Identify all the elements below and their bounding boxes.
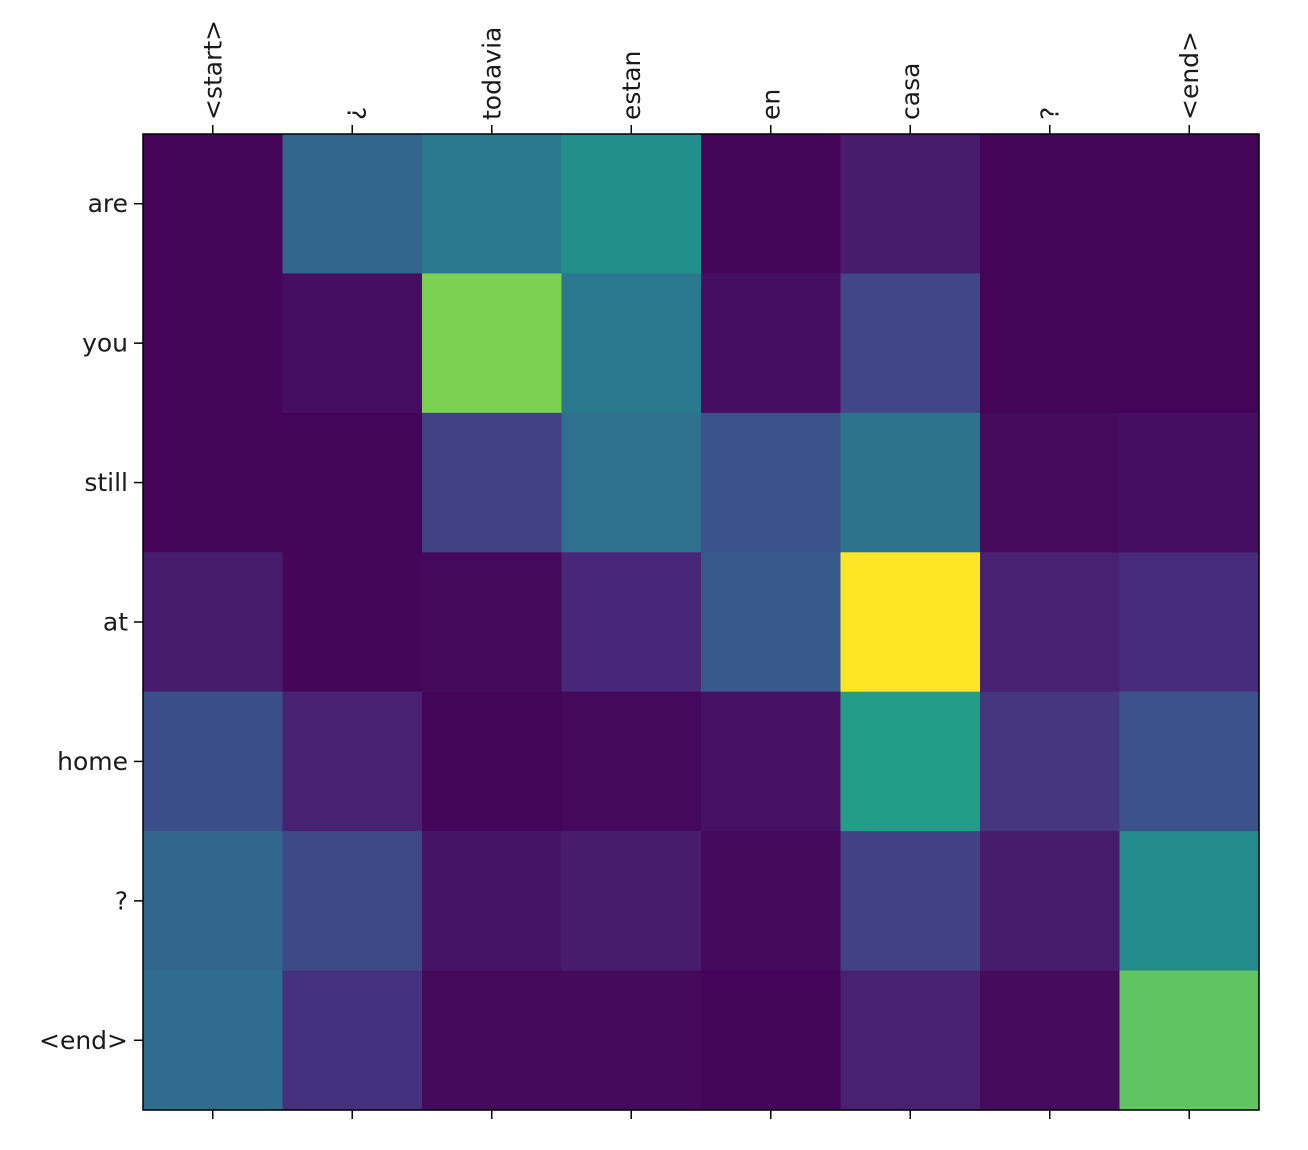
heatmap-cell [840,412,981,553]
x-tick-label: <start> [198,20,227,120]
x-tick-label: ¿ [338,107,367,120]
heatmap-cell [422,412,563,553]
heatmap-cell [1119,412,1260,553]
heatmap-cell [143,831,284,972]
heatmap-cell [422,691,563,832]
heatmap-cell [980,831,1121,972]
heatmap-cell [840,273,981,414]
x-tick-label: estan [617,51,646,120]
heatmap-cell [143,273,284,414]
heatmap-cell [1119,552,1260,693]
y-tick-label: still [84,468,128,497]
heatmap-cell [561,831,702,972]
x-tick-label: <end> [1175,31,1204,120]
heatmap-cell [980,970,1121,1111]
heatmap-cell [840,970,981,1111]
heatmap-cell [143,691,284,832]
heatmap-cell [282,134,423,275]
heatmap-cell [282,691,423,832]
heatmap-cell [282,552,423,693]
heatmap-cell [980,552,1121,693]
heatmap-cell [561,273,702,414]
y-tick-label: you [82,329,128,358]
heatmap-cell [561,552,702,693]
heatmap-cell [1119,134,1260,275]
heatmap-cell [561,134,702,275]
heatmap-cell [422,831,563,972]
heatmap-cell [980,134,1121,275]
heatmap-cell [980,691,1121,832]
heatmap-cells [143,134,1260,1111]
heatmap-cell [282,831,423,972]
heatmap-cell [282,273,423,414]
heatmap-cell [980,412,1121,553]
heatmap-cell [701,691,842,832]
heatmap-cell [840,831,981,972]
heatmap-cell [143,412,284,553]
heatmap-cell [701,970,842,1111]
heatmap-cell [840,691,981,832]
heatmap-cell [282,970,423,1111]
x-tick-label: todavia [477,27,506,120]
x-axis-ticks: <start> ¿ todavia estan en casa? <end> [198,20,1204,1119]
heatmap-cell [143,970,284,1111]
heatmap-cell [701,831,842,972]
heatmap-cell [701,412,842,553]
heatmap-cell [701,134,842,275]
heatmap-cell [1119,970,1260,1111]
heatmap-cell [1119,691,1260,832]
heatmap-cell [143,552,284,693]
heatmap-cell [143,134,284,275]
y-tick-label: home [57,747,128,776]
y-axis-ticks: are you still at home? <end> [39,189,143,1055]
heatmap-cell [1119,831,1260,972]
heatmap-cell [701,273,842,414]
heatmap-cell [840,134,981,275]
heatmap-cell [282,412,423,553]
y-tick-label: are [88,189,128,218]
heatmap-cell [1119,273,1260,414]
heatmap-cell [561,691,702,832]
x-tick-label: ? [1035,107,1064,120]
heatmap-cell [422,970,563,1111]
heatmap-cell [840,552,981,693]
heatmap-cell [422,134,563,275]
heatmap-cell [980,273,1121,414]
y-tick-label: <end> [39,1026,128,1055]
x-tick-label: en [756,89,785,120]
heatmap-cell [422,273,563,414]
y-tick-label: ? [115,886,128,915]
y-tick-label: at [103,608,128,637]
x-tick-label: casa [896,63,925,120]
heatmap-cell [561,412,702,553]
heatmap-cell [701,552,842,693]
heatmap-cell [422,552,563,693]
heatmap-cell [561,970,702,1111]
